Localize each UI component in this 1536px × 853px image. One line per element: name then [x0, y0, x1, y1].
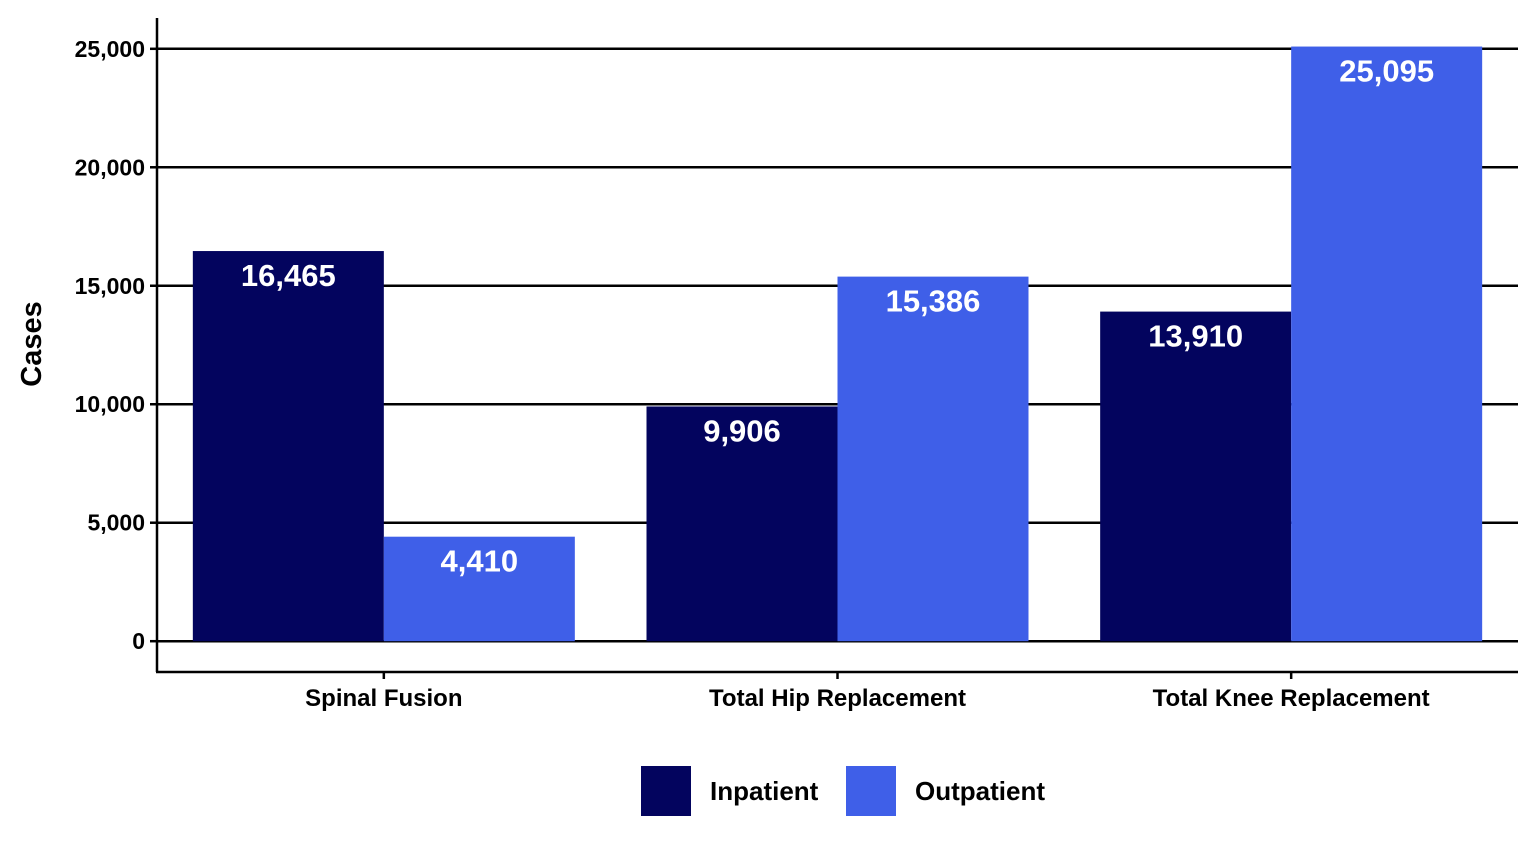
y-tick-label: 20,000 [75, 154, 145, 180]
bar [837, 276, 1029, 642]
x-tick-labels: Spinal Fusion Total Hip Replacement Total … [305, 672, 1430, 712]
x-tick-label: Total Knee Replacement [1153, 685, 1430, 712]
legend-swatch [641, 766, 691, 816]
data-labels: 16,465 4,410 9,906 15,386 13,910 25,095 [241, 54, 1434, 579]
bar [1100, 311, 1292, 642]
data-label: 25,095 [1339, 54, 1434, 89]
y-axis-title: Cases [16, 301, 48, 386]
data-label: 15,386 [886, 284, 981, 319]
legend: Inpatient Outpatient [641, 766, 1045, 816]
data-label: 13,910 [1148, 319, 1243, 354]
legend-label: Inpatient [710, 776, 819, 806]
bar [1291, 46, 1483, 642]
bar [646, 406, 838, 642]
legend-swatch [846, 766, 896, 816]
bars [192, 46, 1483, 642]
data-label: 4,410 [441, 544, 519, 579]
x-tick-label: Spinal Fusion [305, 685, 462, 712]
data-label: 9,906 [703, 413, 781, 448]
bar [383, 536, 575, 642]
x-tick-label: Total Hip Replacement [709, 685, 966, 712]
y-tick-label: 5,000 [87, 510, 145, 536]
y-tick-label: 10,000 [75, 391, 145, 417]
data-label: 16,465 [241, 258, 336, 293]
bar [192, 251, 384, 642]
y-tick-label: 25,000 [75, 36, 145, 62]
y-tick-labels: 0 5,000 10,000 15,000 20,000 25,000 [75, 36, 157, 654]
legend-label: Outpatient [915, 776, 1045, 806]
y-tick-label: 15,000 [75, 273, 145, 299]
y-tick-label: 0 [132, 628, 145, 654]
